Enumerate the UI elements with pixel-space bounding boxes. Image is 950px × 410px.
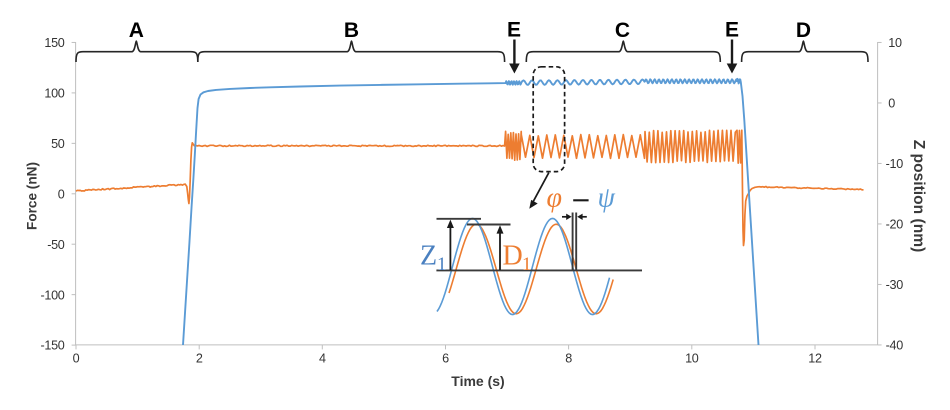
svg-text:0: 0 [73,352,80,366]
svg-text:10: 10 [888,36,902,50]
svg-text:-20: -20 [886,218,904,232]
svg-text:-150: -150 [40,339,64,353]
svg-text:100: 100 [44,87,64,101]
svg-text:ψ: ψ [598,183,616,214]
svg-text:1: 1 [437,254,447,275]
svg-text:E: E [725,19,739,42]
svg-text:1: 1 [522,254,532,275]
svg-text:150: 150 [44,36,64,50]
svg-text:Z position (nm): Z position (nm) [910,140,927,253]
svg-text:Time (s): Time (s) [451,373,504,389]
svg-text:4: 4 [319,352,326,366]
svg-text:0: 0 [888,97,895,111]
svg-text:D: D [503,241,523,272]
svg-text:0: 0 [58,187,65,201]
svg-text:Force (nN): Force (nN) [25,162,40,230]
svg-text:10: 10 [685,352,699,366]
svg-text:D: D [796,19,811,42]
svg-text:-30: -30 [886,278,904,292]
svg-text:8: 8 [565,352,572,366]
svg-text:Z: Z [420,241,437,272]
svg-text:-50: -50 [47,238,65,252]
svg-text:A: A [129,19,144,42]
svg-text:E: E [507,19,521,42]
svg-text:B: B [344,19,359,42]
svg-text:2: 2 [196,352,203,366]
svg-text:-40: -40 [886,339,904,353]
svg-text:6: 6 [442,352,449,366]
svg-text:12: 12 [808,352,822,366]
svg-text:C: C [615,19,630,42]
svg-text:-100: -100 [40,288,64,302]
svg-text:φ: φ [547,183,563,214]
svg-text:-10: -10 [886,157,904,171]
svg-text:50: 50 [51,137,65,151]
